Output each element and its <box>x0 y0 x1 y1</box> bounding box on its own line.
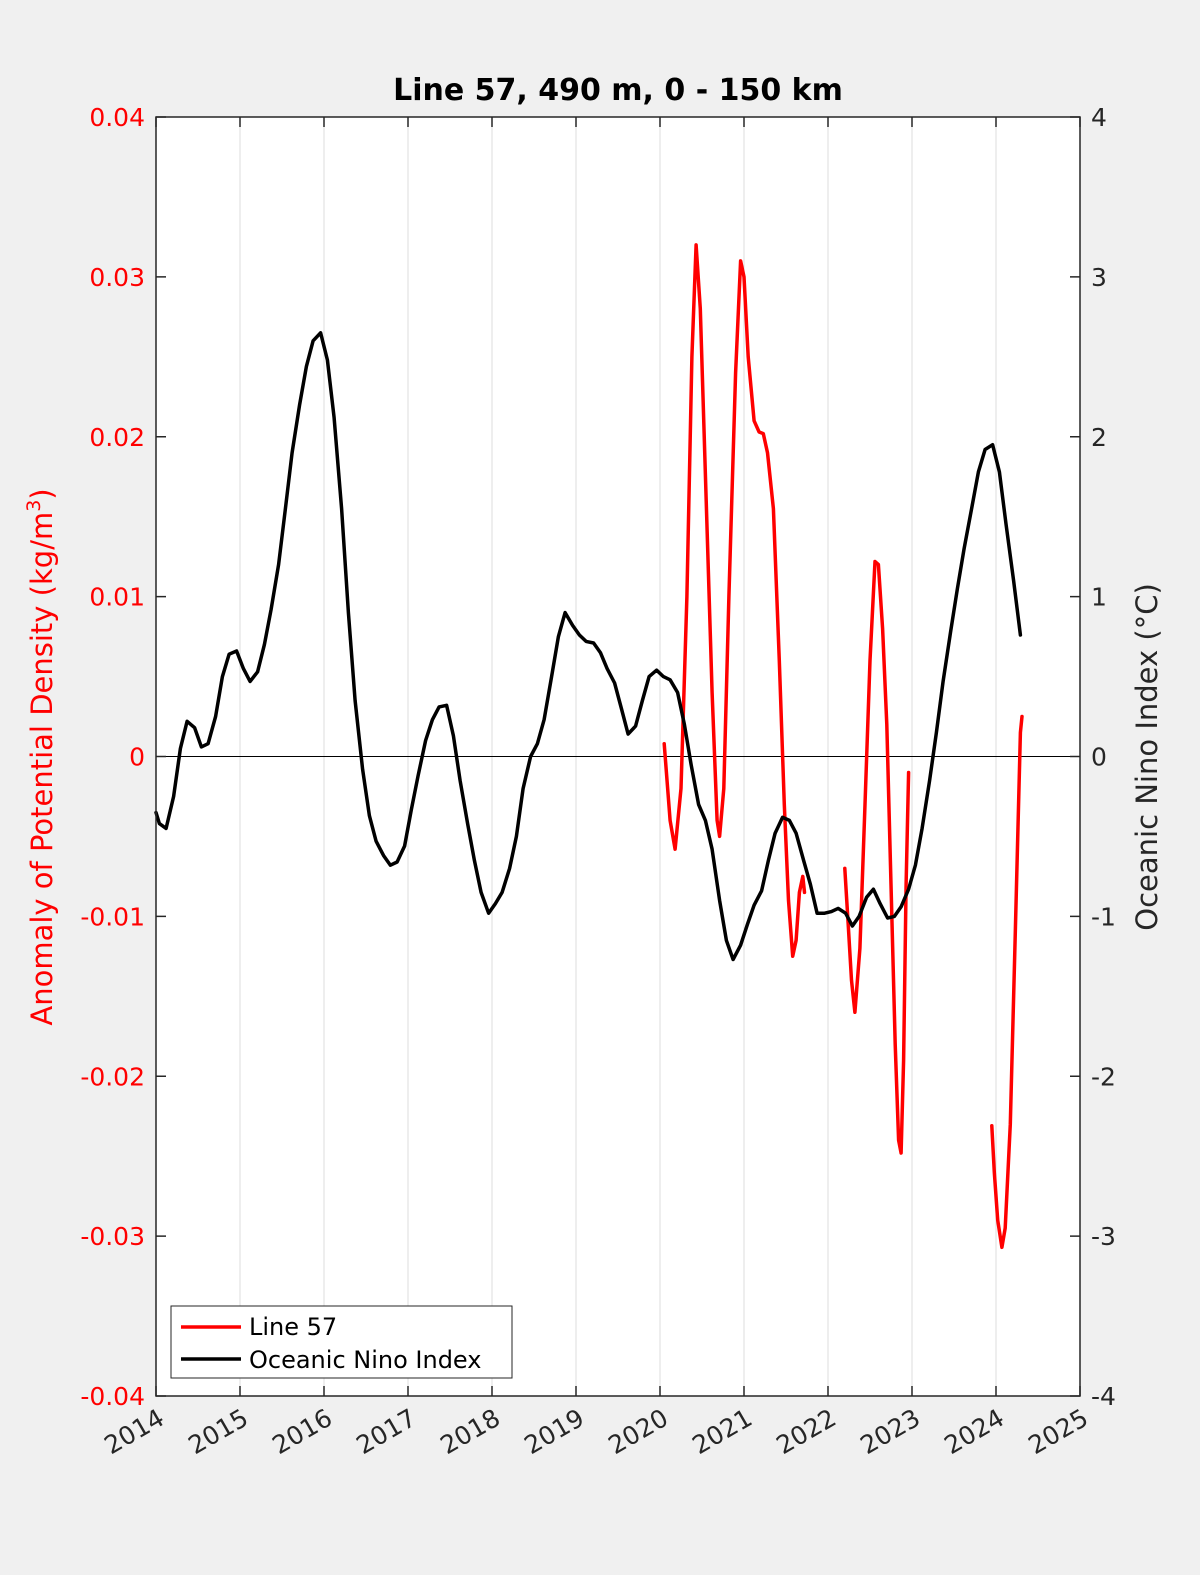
y-right-tick-label: -1 <box>1091 902 1116 931</box>
legend-label-oni: Oceanic Nino Index <box>249 1346 481 1374</box>
legend-box <box>170 1305 513 1379</box>
y-left-tick-label: -0.02 <box>80 1062 145 1091</box>
y-left-tick-label: 0 <box>129 743 145 772</box>
y-left-tick-label: 0.02 <box>89 423 145 452</box>
y-right-tick-label: -2 <box>1091 1062 1116 1091</box>
y-left-tick-label: 0.01 <box>89 583 145 612</box>
axis-ticks <box>155 116 1081 1397</box>
line57-series-segment-0 <box>662 243 807 959</box>
y-axis-left-label-close: ) <box>25 488 59 499</box>
y-axis-left-label-sup: 3 <box>23 500 45 512</box>
chart-title: Line 57, 490 m, 0 - 150 km <box>393 73 843 108</box>
y-axis-left-label: Anomaly of Potential Density (kg/m3) <box>23 488 59 1025</box>
y-right-tick-label: 4 <box>1091 103 1107 132</box>
y-left-tick-label: -0.01 <box>80 902 145 931</box>
y-right-tick-label: -3 <box>1091 1222 1116 1251</box>
line57-series-segment-1 <box>843 559 911 1155</box>
y-right-tick-label: -4 <box>1091 1382 1116 1411</box>
y-left-tick-label: -0.04 <box>80 1382 145 1411</box>
series-lines <box>154 243 1024 1250</box>
y-left-tick-label: 0.03 <box>89 263 145 292</box>
oni-series-segment-0 <box>154 331 1023 962</box>
y-axis-right-label: Oceanic Nino Index (°C) <box>1130 583 1164 931</box>
y-right-tick-label: 2 <box>1091 423 1107 452</box>
y-axis-left-label-main: Anomaly of Potential Density (kg/m <box>25 512 59 1026</box>
y-left-tick-label: 0.04 <box>89 103 145 132</box>
y-right-tick-label: 1 <box>1091 583 1107 612</box>
legend: Line 57 Oceanic Nino Index <box>170 1305 513 1379</box>
legend-label-line57: Line 57 <box>249 1313 337 1341</box>
line57-series-segment-2 <box>990 714 1024 1250</box>
y-right-tick-label: 0 <box>1091 743 1107 772</box>
y-right-tick-label: 3 <box>1091 263 1107 292</box>
y-left-tick-label: -0.03 <box>80 1222 145 1251</box>
